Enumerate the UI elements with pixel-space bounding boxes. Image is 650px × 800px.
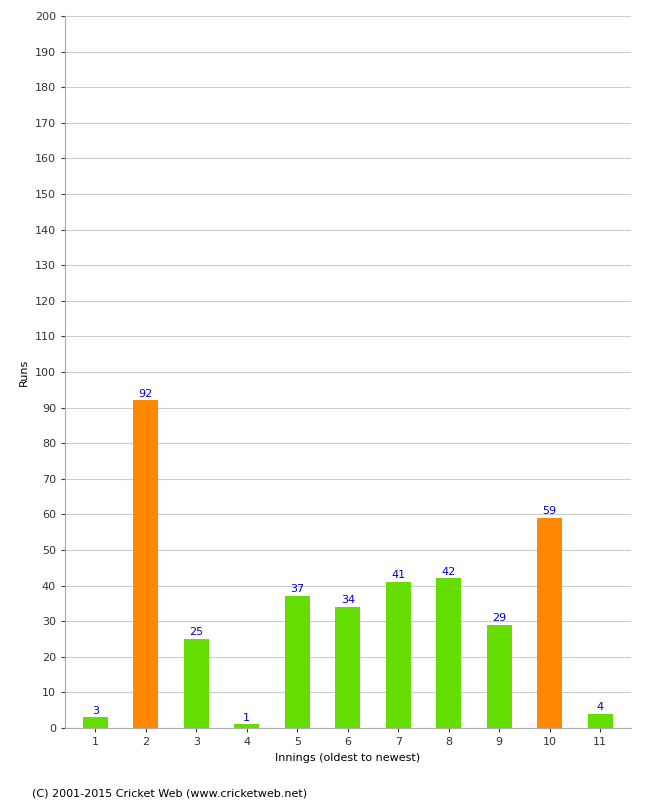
Text: 29: 29 (492, 613, 506, 623)
Bar (83, 718, 108, 728)
Bar (184, 639, 209, 728)
Text: (C) 2001-2015 Cricket Web (www.cricketweb.net): (C) 2001-2015 Cricket Web (www.cricketwe… (32, 788, 307, 798)
Bar (436, 578, 462, 728)
Text: 4: 4 (597, 702, 604, 712)
Bar (285, 596, 310, 728)
Text: 59: 59 (543, 506, 557, 516)
Y-axis label: Runs: Runs (20, 358, 29, 386)
Bar (385, 582, 411, 728)
Text: 3: 3 (92, 706, 99, 715)
Bar (234, 725, 259, 728)
Bar (487, 625, 512, 728)
Text: 34: 34 (341, 595, 355, 605)
Bar (537, 518, 562, 728)
X-axis label: Innings (oldest to newest): Innings (oldest to newest) (275, 753, 421, 762)
Text: 42: 42 (441, 566, 456, 577)
Bar (588, 714, 613, 728)
Bar (335, 607, 360, 728)
Text: 92: 92 (138, 389, 153, 398)
Text: 41: 41 (391, 570, 406, 580)
Text: 1: 1 (243, 713, 250, 722)
Text: 25: 25 (189, 627, 203, 638)
Text: 37: 37 (290, 585, 304, 594)
Bar (133, 401, 159, 728)
